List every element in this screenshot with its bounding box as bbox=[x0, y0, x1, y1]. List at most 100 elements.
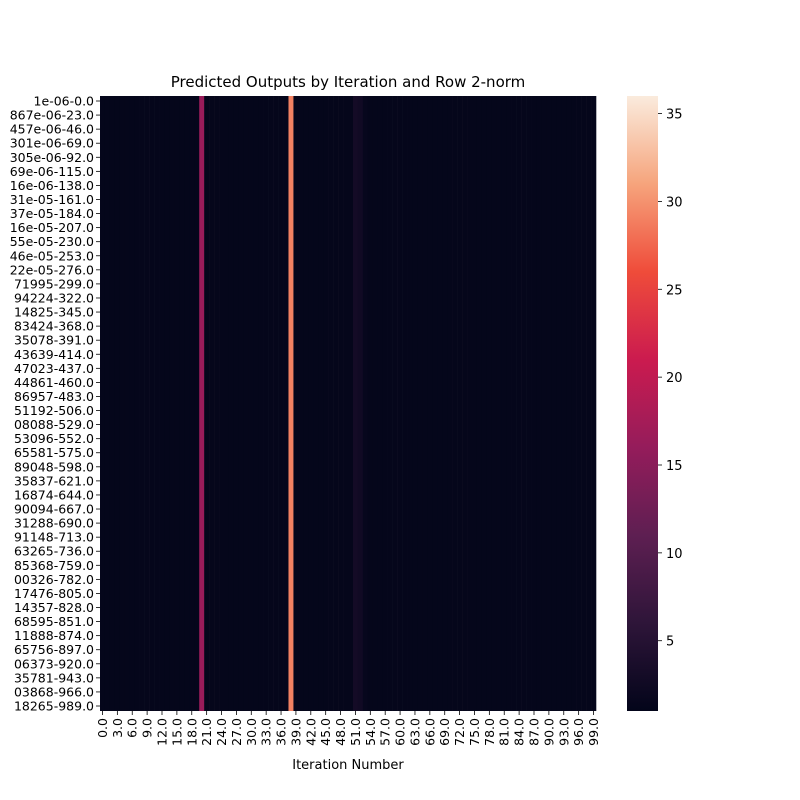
heatmap-column-21 bbox=[204, 96, 210, 711]
colorbar bbox=[627, 96, 658, 711]
heatmap-column-35 bbox=[273, 96, 279, 711]
heatmap-column-52 bbox=[357, 96, 364, 711]
heatmap-column-15 bbox=[174, 96, 180, 711]
x-tick-label: 42.0 bbox=[303, 718, 318, 746]
heatmap-column-42 bbox=[308, 96, 314, 711]
heatmap-column-48 bbox=[338, 96, 344, 711]
heatmap-column-2 bbox=[109, 96, 116, 711]
heatmap-column-41 bbox=[303, 96, 309, 711]
heatmap-column-58 bbox=[387, 96, 393, 711]
y-tick-label: 65756-897.0 bbox=[14, 642, 94, 657]
heatmap-column-60 bbox=[397, 96, 403, 711]
x-tick-label: 24.0 bbox=[214, 718, 229, 746]
y-tick-label: 31288-690.0 bbox=[14, 516, 94, 531]
x-tick-label: 90.0 bbox=[541, 718, 556, 746]
heatmap-column-33 bbox=[263, 96, 269, 711]
heatmap-column-67 bbox=[432, 96, 438, 711]
x-tick-label: 99.0 bbox=[586, 718, 601, 746]
x-tick-label: 15.0 bbox=[169, 718, 184, 746]
heatmap-column-97 bbox=[581, 96, 587, 711]
heatmap-column-12 bbox=[159, 96, 165, 711]
y-tick-label: 47023-437.0 bbox=[14, 361, 94, 376]
x-tick-label: 33.0 bbox=[259, 718, 274, 746]
heatmap-column-77 bbox=[481, 96, 488, 711]
heatmap-column-53 bbox=[362, 96, 369, 711]
heatmap-column-50 bbox=[348, 96, 354, 711]
x-tick-label: 69.0 bbox=[437, 718, 452, 746]
heatmap-column-6 bbox=[129, 96, 136, 711]
colorbar-tick-label: 30 bbox=[666, 195, 683, 210]
heatmap-column-26 bbox=[228, 96, 235, 711]
x-tick-label: 18.0 bbox=[184, 718, 199, 746]
y-tick-label: 83424-368.0 bbox=[14, 319, 94, 334]
y-axis: 1e-06-0.0867e-06-23.0457e-06-46.0301e-06… bbox=[10, 94, 100, 714]
heatmap-column-81 bbox=[501, 96, 508, 711]
x-tick-label: 78.0 bbox=[482, 718, 497, 746]
y-tick-label: 457e-06-46.0 bbox=[10, 122, 94, 137]
heatmap-column-61 bbox=[402, 96, 408, 711]
heatmap-column-91 bbox=[551, 96, 557, 711]
x-tick-label: 93.0 bbox=[556, 718, 571, 746]
y-tick-label: 16e-05-207.0 bbox=[10, 220, 94, 235]
heatmap-column-92 bbox=[556, 96, 562, 711]
x-axis-title: Iteration Number bbox=[292, 758, 404, 773]
y-tick-label: 51192-506.0 bbox=[14, 403, 94, 418]
x-tick-label: 84.0 bbox=[512, 718, 527, 746]
y-tick-label: 14825-345.0 bbox=[14, 305, 94, 320]
colorbar-tick-label: 35 bbox=[666, 108, 683, 123]
heatmap-column-32 bbox=[258, 96, 264, 711]
x-tick-label: 0.0 bbox=[95, 718, 110, 738]
heatmap-column-85 bbox=[521, 96, 527, 711]
heatmap-column-73 bbox=[462, 96, 468, 711]
heatmap-column-80 bbox=[496, 96, 503, 711]
heatmap-cells bbox=[100, 96, 597, 711]
chart-title: Predicted Outputs by Iteration and Row 2… bbox=[171, 73, 526, 91]
heatmap-column-87 bbox=[531, 96, 537, 711]
y-tick-label: 35781-943.0 bbox=[14, 670, 94, 685]
y-tick-label: 14357-828.0 bbox=[14, 600, 94, 615]
heatmap-column-31 bbox=[253, 96, 260, 711]
y-tick-label: 44861-460.0 bbox=[14, 375, 94, 390]
heatmap-column-76 bbox=[476, 96, 483, 711]
heatmap-column-99 bbox=[591, 96, 597, 711]
heatmap-column-47 bbox=[333, 96, 339, 711]
y-tick-label: 1e-06-0.0 bbox=[34, 94, 94, 109]
colorbar-tick-label: 15 bbox=[666, 459, 683, 474]
x-axis: 0.0 3.0 6.0 9.0 12.0 15.0 18.0 21.0 24.0 27.0 30.0… bbox=[95, 711, 601, 746]
y-tick-label: 08088-529.0 bbox=[14, 417, 94, 432]
heatmap-column-7 bbox=[134, 96, 140, 711]
y-tick-label: 43639-414.0 bbox=[14, 347, 94, 362]
x-tick-label: 87.0 bbox=[527, 718, 542, 746]
heatmap-column-1 bbox=[104, 96, 111, 711]
y-tick-label: 65581-575.0 bbox=[14, 445, 94, 460]
x-tick-label: 30.0 bbox=[244, 718, 259, 746]
heatmap-column-9 bbox=[144, 96, 150, 711]
heatmap-column-19 bbox=[194, 96, 200, 711]
heatmap-column-75 bbox=[472, 96, 478, 711]
y-tick-label: 55e-05-230.0 bbox=[10, 234, 94, 249]
heatmap-column-59 bbox=[392, 96, 398, 711]
y-tick-label: 69e-06-115.0 bbox=[10, 164, 94, 179]
heatmap-column-44 bbox=[318, 96, 324, 711]
y-tick-label: 94224-322.0 bbox=[14, 290, 94, 305]
y-tick-label: 46e-05-253.0 bbox=[10, 248, 94, 263]
x-tick-label: 96.0 bbox=[571, 718, 586, 746]
colorbar-tick-label: 25 bbox=[666, 283, 683, 298]
heatmap-column-79 bbox=[491, 96, 498, 711]
heatmap-column-82 bbox=[506, 96, 512, 711]
y-tick-label: 37e-05-184.0 bbox=[10, 206, 94, 221]
x-tick-label: 57.0 bbox=[378, 718, 393, 746]
x-tick-label: 27.0 bbox=[229, 718, 244, 746]
y-tick-label: 35078-391.0 bbox=[14, 333, 94, 348]
x-tick-label: 3.0 bbox=[110, 718, 125, 738]
x-tick-label: 72.0 bbox=[452, 718, 467, 746]
heatmap-column-98 bbox=[586, 96, 592, 711]
x-tick-label: 51.0 bbox=[348, 718, 363, 746]
y-tick-label: 301e-06-69.0 bbox=[10, 136, 94, 151]
x-tick-label: 81.0 bbox=[497, 718, 512, 746]
y-tick-label: 68595-851.0 bbox=[14, 614, 94, 629]
heatmap-column-86 bbox=[526, 96, 532, 711]
y-tick-label: 71995-299.0 bbox=[14, 276, 94, 291]
heatmap-column-64 bbox=[417, 96, 423, 711]
heatmap-column-46 bbox=[328, 96, 334, 711]
